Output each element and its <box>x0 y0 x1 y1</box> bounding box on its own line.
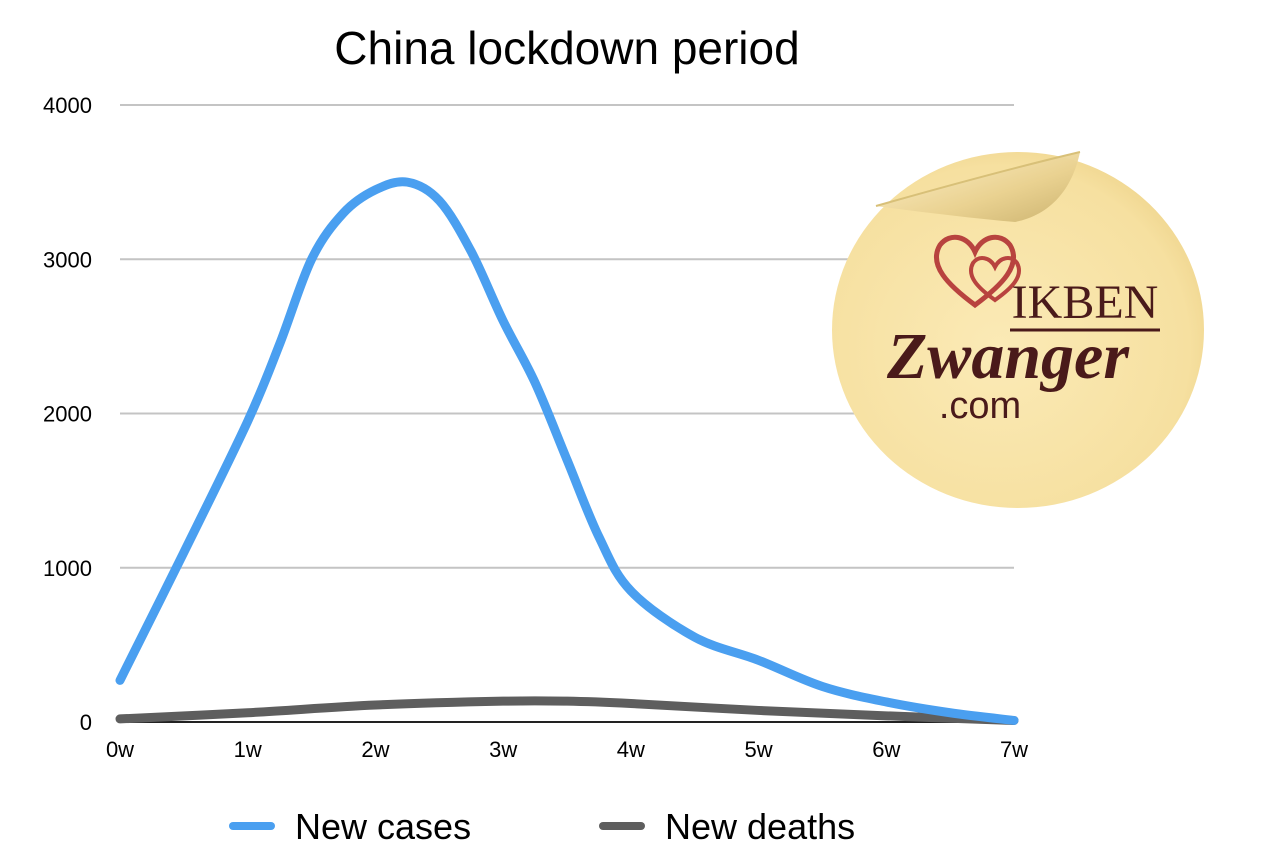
watermark-line2: Zwanger <box>886 320 1130 393</box>
x-tick-label: 7w <box>1000 737 1028 762</box>
legend: New cases New deaths <box>229 806 855 847</box>
x-axis-ticks: 0w 1w 2w 3w 4w 5w 6w 7w <box>106 737 1028 762</box>
watermark-sticker: IKBEN Zwanger .com <box>832 151 1204 508</box>
y-tick-label: 4000 <box>43 93 92 118</box>
series-line-new-deaths <box>115 696 1019 725</box>
series-line-new-cases <box>115 177 1019 725</box>
y-tick-label: 0 <box>80 710 92 735</box>
hearts-icon <box>933 234 1021 309</box>
legend-label: New deaths <box>665 806 855 847</box>
x-tick-label: 1w <box>234 737 262 762</box>
x-tick-label: 5w <box>745 737 773 762</box>
x-tick-label: 2w <box>361 737 389 762</box>
y-tick-label: 3000 <box>43 247 92 272</box>
watermark-line1: IKBEN <box>1012 276 1159 329</box>
x-tick-label: 3w <box>489 737 517 762</box>
legend-item-new-deaths: New deaths <box>599 806 855 847</box>
y-tick-label: 2000 <box>43 402 92 427</box>
x-tick-label: 4w <box>617 737 645 762</box>
legend-label: New cases <box>295 806 471 847</box>
legend-item-new-cases: New cases <box>229 806 471 847</box>
y-axis-ticks: 0 1000 2000 3000 4000 <box>43 93 92 735</box>
y-tick-label: 1000 <box>43 556 92 581</box>
x-tick-label: 6w <box>872 737 900 762</box>
watermark-line3: .com <box>939 385 1021 427</box>
x-tick-label: 0w <box>106 737 134 762</box>
chart-title: China lockdown period <box>334 22 799 74</box>
series-lines <box>115 177 1019 725</box>
